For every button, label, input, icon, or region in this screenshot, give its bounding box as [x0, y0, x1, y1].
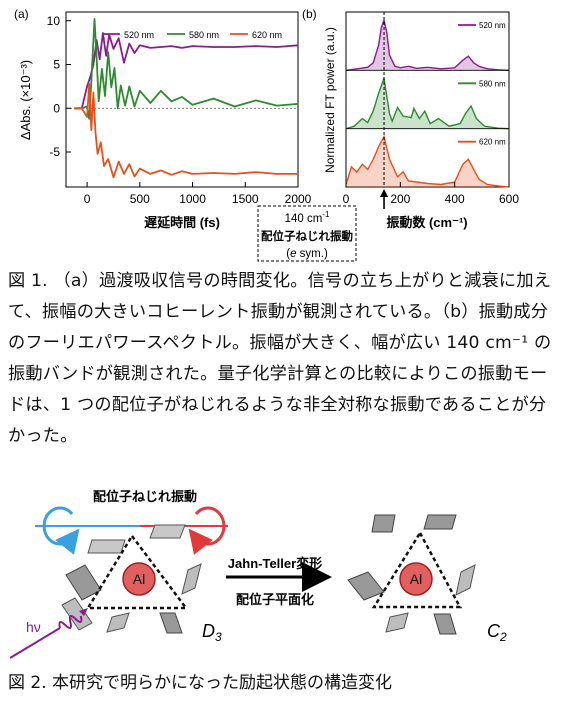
x-tick-label: 600 — [499, 192, 519, 206]
symmetry-d3-label: D3 — [202, 621, 222, 644]
ligand-plate — [87, 539, 126, 554]
legend-label: 580 nm — [189, 30, 219, 40]
panel-b-ylabel: Normalized FT power (a.u.) — [323, 27, 337, 173]
panel-a-chart: 10 5 0 -5 0 500 1000 1500 2000 520 nm 580 nm 620 … — [18, 11, 312, 230]
rotation-arrow-red-icon — [188, 506, 226, 555]
panel-a-xlabel: 遅延時間 (fs) — [144, 215, 220, 230]
x-tick-label: 0 — [343, 192, 350, 206]
legend-label: 580 nm — [479, 79, 506, 88]
series-line — [74, 32, 299, 110]
y-tick-label: -5 — [49, 145, 60, 159]
rotation-axis — [35, 506, 228, 555]
ligand-plate — [149, 524, 186, 539]
legend-label: 620 nm — [252, 30, 282, 40]
series-line — [74, 82, 298, 179]
y-tick-label: 0 — [53, 101, 60, 115]
panel-b-frame — [345, 11, 510, 188]
torsion-mode-label: 配位子ねじれ振動 — [93, 489, 197, 504]
photon-icon: hν — [9, 608, 88, 659]
molecule-d3: Al — [61, 524, 202, 634]
ligand-plate — [455, 564, 476, 596]
ligand-plate — [385, 612, 409, 633]
annotation-symmetry: (e sym.) — [286, 248, 328, 260]
figure-2-caption: 図 2. 本研究で明らかになった励起状態の構造変化 — [8, 673, 393, 693]
x-tick-label: 200 — [390, 192, 410, 206]
legend-label: 520 nm — [479, 21, 506, 30]
al-atom-label: Al — [133, 571, 145, 587]
triangle-frame — [371, 530, 463, 609]
molecule-c2: Al — [347, 514, 476, 635]
ligand-plate — [65, 564, 102, 601]
ligand-plate — [433, 613, 457, 635]
annotation-frequency: 140 cm-1 — [285, 210, 330, 225]
ligand-plate — [61, 597, 93, 631]
symmetry-c2-label: C2 — [487, 621, 507, 644]
series-line — [345, 134, 510, 188]
x-tick-label: 500 — [130, 192, 150, 206]
panel-b-label: (b) — [302, 7, 317, 21]
al-atom — [122, 562, 156, 596]
marker-arrow — [380, 189, 389, 209]
panel-b-chart: 520 nm 580 nm 620 nm 0 200 400 600 振動数 (cm⁻¹)… — [323, 11, 519, 230]
panel-b-xlabel: 振動数 (cm⁻¹) — [386, 215, 467, 230]
figure-1-caption: 図 1. （a）過渡吸収信号の時間変化。信号の立ち上がりと減衰に加えて、振幅の大… — [8, 271, 552, 446]
photon-label: hν — [26, 619, 41, 635]
series-area — [346, 78, 509, 129]
panel-a-frame — [65, 11, 299, 188]
transformation-arrow: Jahn-Teller変形 配位子平面化 — [226, 556, 332, 607]
al-atom — [399, 562, 433, 596]
x-tick-label: 400 — [445, 192, 465, 206]
ligand-plate — [106, 612, 130, 633]
jahn-teller-label: Jahn-Teller変形 — [228, 556, 322, 571]
rotation-arrow-blue-icon — [42, 506, 80, 555]
figure-2: 配位子ねじれ振動 Al hν D3 Jahn-Teller変形 配位子平面化 — [9, 489, 507, 659]
x-tick-label: 1500 — [232, 192, 259, 206]
y-tick-label: 5 — [53, 58, 60, 72]
series-line — [345, 17, 510, 71]
al-atom-label: Al — [410, 571, 422, 587]
ligand-plate — [159, 612, 183, 634]
series-line — [345, 78, 510, 130]
annotation-mode-name: 配位子ねじれ振動 — [261, 229, 353, 243]
x-tick-label: 1000 — [179, 192, 206, 206]
legend-label: 520 nm — [124, 30, 154, 40]
x-tick-label: 2000 — [285, 192, 312, 206]
ligand-plate — [181, 563, 202, 595]
ligand-plate — [347, 571, 385, 601]
x-tick-label: 0 — [84, 192, 91, 206]
series-line — [74, 18, 299, 120]
panel-a-ylabel: ΔAbs. (×10⁻³) — [18, 60, 33, 140]
ligand-plate — [371, 514, 396, 533]
panel-a-label: (a) — [14, 7, 29, 21]
y-tick-label: 10 — [47, 14, 61, 28]
legend-label: 620 nm — [479, 138, 506, 147]
mode-annotation-box: 140 cm-1 配位子ねじれ振動 (e sym.) — [257, 205, 357, 262]
triangle-frame — [85, 533, 189, 610]
planarization-label: 配位子平面化 — [236, 592, 314, 607]
ligand-plate — [423, 514, 457, 530]
